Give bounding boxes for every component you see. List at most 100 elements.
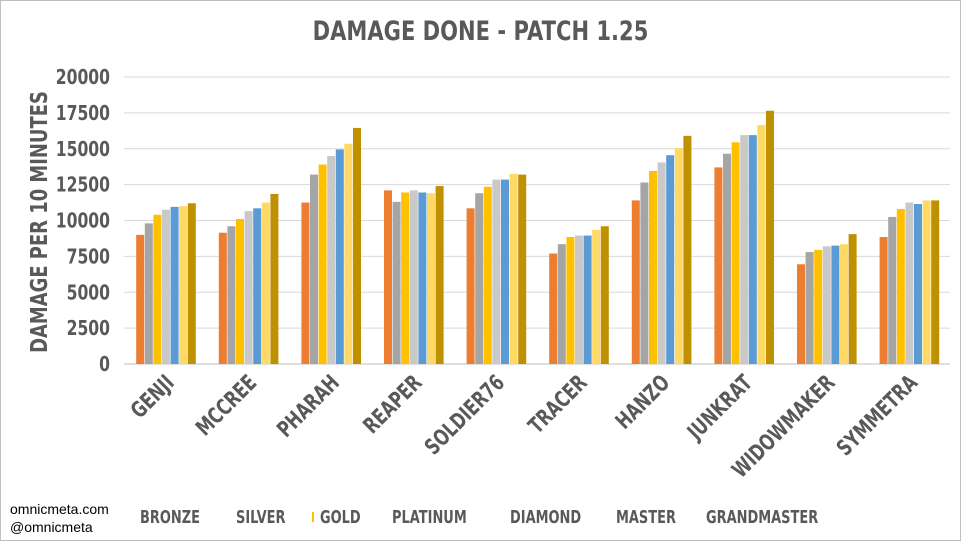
legend: BRONZE SILVER GOLD PLATINUM DIAMOND MASTER GRA… — [134, 504, 830, 530]
bar-bronze-reaper — [384, 190, 392, 364]
bar-platinum-mccree — [244, 211, 253, 364]
bar-platinum-genji — [162, 209, 170, 364]
bars — [136, 110, 940, 364]
legend-swatch — [312, 512, 314, 522]
bar-grandmaster-widowmaker — [848, 234, 857, 364]
bar-gold-mccree — [236, 219, 244, 364]
bar-platinum-symmetra — [905, 202, 914, 364]
bar-grandmaster-junkrat — [766, 110, 774, 364]
bar-diamond-reaper — [418, 192, 427, 364]
bar-diamond-hanzo — [666, 155, 675, 364]
legend-item-gold: GOLD — [312, 507, 376, 528]
bar-grandmaster-hanzo — [683, 135, 692, 364]
bar-silver-mccree — [227, 226, 236, 364]
bar-gold-pharah — [318, 164, 327, 364]
legend-item-diamond: DIAMOND — [504, 507, 600, 528]
legend-label: GOLD — [319, 506, 361, 528]
bar-silver-genji — [144, 223, 153, 364]
legend-item-bronze: BRONZE — [134, 507, 220, 528]
legend-label: PLATINUM — [392, 506, 467, 528]
bar-master-tracer — [592, 229, 601, 364]
bar-gold-tracer — [566, 237, 575, 364]
bar-bronze-tracer — [549, 253, 558, 364]
bar-silver-reaper — [392, 201, 401, 364]
credits-handle: @omnicmeta — [10, 519, 93, 535]
y-tick-label: 10000 — [56, 210, 110, 233]
y-tick-labels: 0 2500 5000 7500 10000 12500 15000 17500 20000 — [56, 66, 110, 376]
bar-bronze-mccree — [218, 232, 227, 364]
bar-diamond-widowmaker — [831, 245, 840, 364]
bar-gold-symmetra — [896, 209, 905, 364]
bar-diamond-genji — [170, 206, 179, 364]
credits: omnicmeta.com @omnicmeta — [10, 500, 109, 536]
bar-master-mccree — [261, 202, 270, 364]
bar-grandmaster-reaper — [435, 186, 444, 364]
x-tick-label: PHARAH — [272, 370, 345, 443]
y-tick-label: 20000 — [56, 66, 110, 89]
bar-gold-soldier76 — [483, 186, 492, 364]
bar-master-soldier76 — [509, 173, 518, 364]
bar-diamond-soldier76 — [501, 179, 509, 364]
y-tick-label: 0 — [99, 353, 110, 376]
bar-silver-widowmaker — [805, 252, 814, 364]
y-tick-label: 12500 — [56, 174, 110, 197]
bar-platinum-soldier76 — [492, 179, 501, 364]
legend-label: DIAMOND — [510, 506, 582, 528]
x-tick-label: HANZO — [610, 370, 675, 435]
bar-bronze-widowmaker — [797, 264, 805, 364]
x-tick-label: MCCREE — [191, 370, 262, 441]
bar-platinum-pharah — [327, 155, 336, 364]
bar-bronze-junkrat — [714, 167, 723, 364]
bar-grandmaster-symmetra — [931, 200, 940, 364]
bar-platinum-junkrat — [740, 135, 749, 364]
y-tick-label: 2500 — [67, 317, 110, 340]
bar-silver-junkrat — [723, 153, 731, 364]
bar-grandmaster-mccree — [270, 193, 279, 364]
bar-grandmaster-genji — [187, 203, 196, 364]
bar-diamond-tracer — [583, 235, 592, 364]
y-tick-label: 5000 — [67, 281, 110, 304]
bar-bronze-genji — [136, 234, 145, 364]
y-tick-label: 7500 — [67, 246, 110, 269]
bar-master-junkrat — [757, 125, 766, 364]
bar-bronze-hanzo — [631, 200, 640, 364]
bar-silver-symmetra — [888, 216, 897, 364]
bar-platinum-widowmaker — [822, 246, 831, 364]
y-axis-label: DAMAGE PER 10 MINUTES — [26, 91, 53, 353]
bar-gold-reaper — [401, 192, 410, 364]
x-tick-label: TRACER — [523, 369, 592, 438]
bar-gold-genji — [153, 214, 162, 364]
bar-bronze-symmetra — [879, 237, 888, 364]
bar-master-symmetra — [922, 200, 931, 364]
y-tick-label: 17500 — [56, 102, 110, 125]
y-tick-label: 15000 — [56, 138, 110, 161]
legend-item-platinum: PLATINUM — [386, 507, 494, 528]
x-tick-label: REAPER — [358, 369, 427, 438]
bar-grandmaster-soldier76 — [518, 174, 527, 364]
bar-master-reaper — [427, 193, 435, 364]
bar-platinum-reaper — [409, 190, 418, 364]
legend-item-grandmaster: GRANDMASTER — [700, 507, 820, 528]
legend-item-master: MASTER — [610, 507, 690, 528]
bar-master-pharah — [344, 143, 353, 364]
x-tick-label: GENJI — [125, 370, 179, 424]
credits-site: omnicmeta.com — [10, 501, 109, 517]
bar-diamond-symmetra — [914, 204, 922, 364]
bar-silver-hanzo — [640, 182, 649, 364]
bar-grandmaster-pharah — [353, 127, 361, 364]
legend-item-silver: SILVER — [230, 507, 302, 528]
bar-diamond-mccree — [253, 208, 262, 364]
bar-master-genji — [179, 206, 188, 364]
legend-label: BRONZE — [140, 506, 200, 528]
bar-silver-soldier76 — [475, 193, 484, 364]
legend-label: GRANDMASTER — [706, 506, 819, 528]
bar-silver-tracer — [557, 244, 566, 364]
x-tick-label: SOLDIER76 — [419, 370, 509, 460]
bar-diamond-junkrat — [748, 135, 757, 364]
bar-gold-widowmaker — [814, 249, 823, 364]
x-tick-label: JUNKRAT — [681, 369, 758, 446]
bar-bronze-pharah — [301, 202, 310, 364]
bar-gold-junkrat — [731, 142, 740, 364]
